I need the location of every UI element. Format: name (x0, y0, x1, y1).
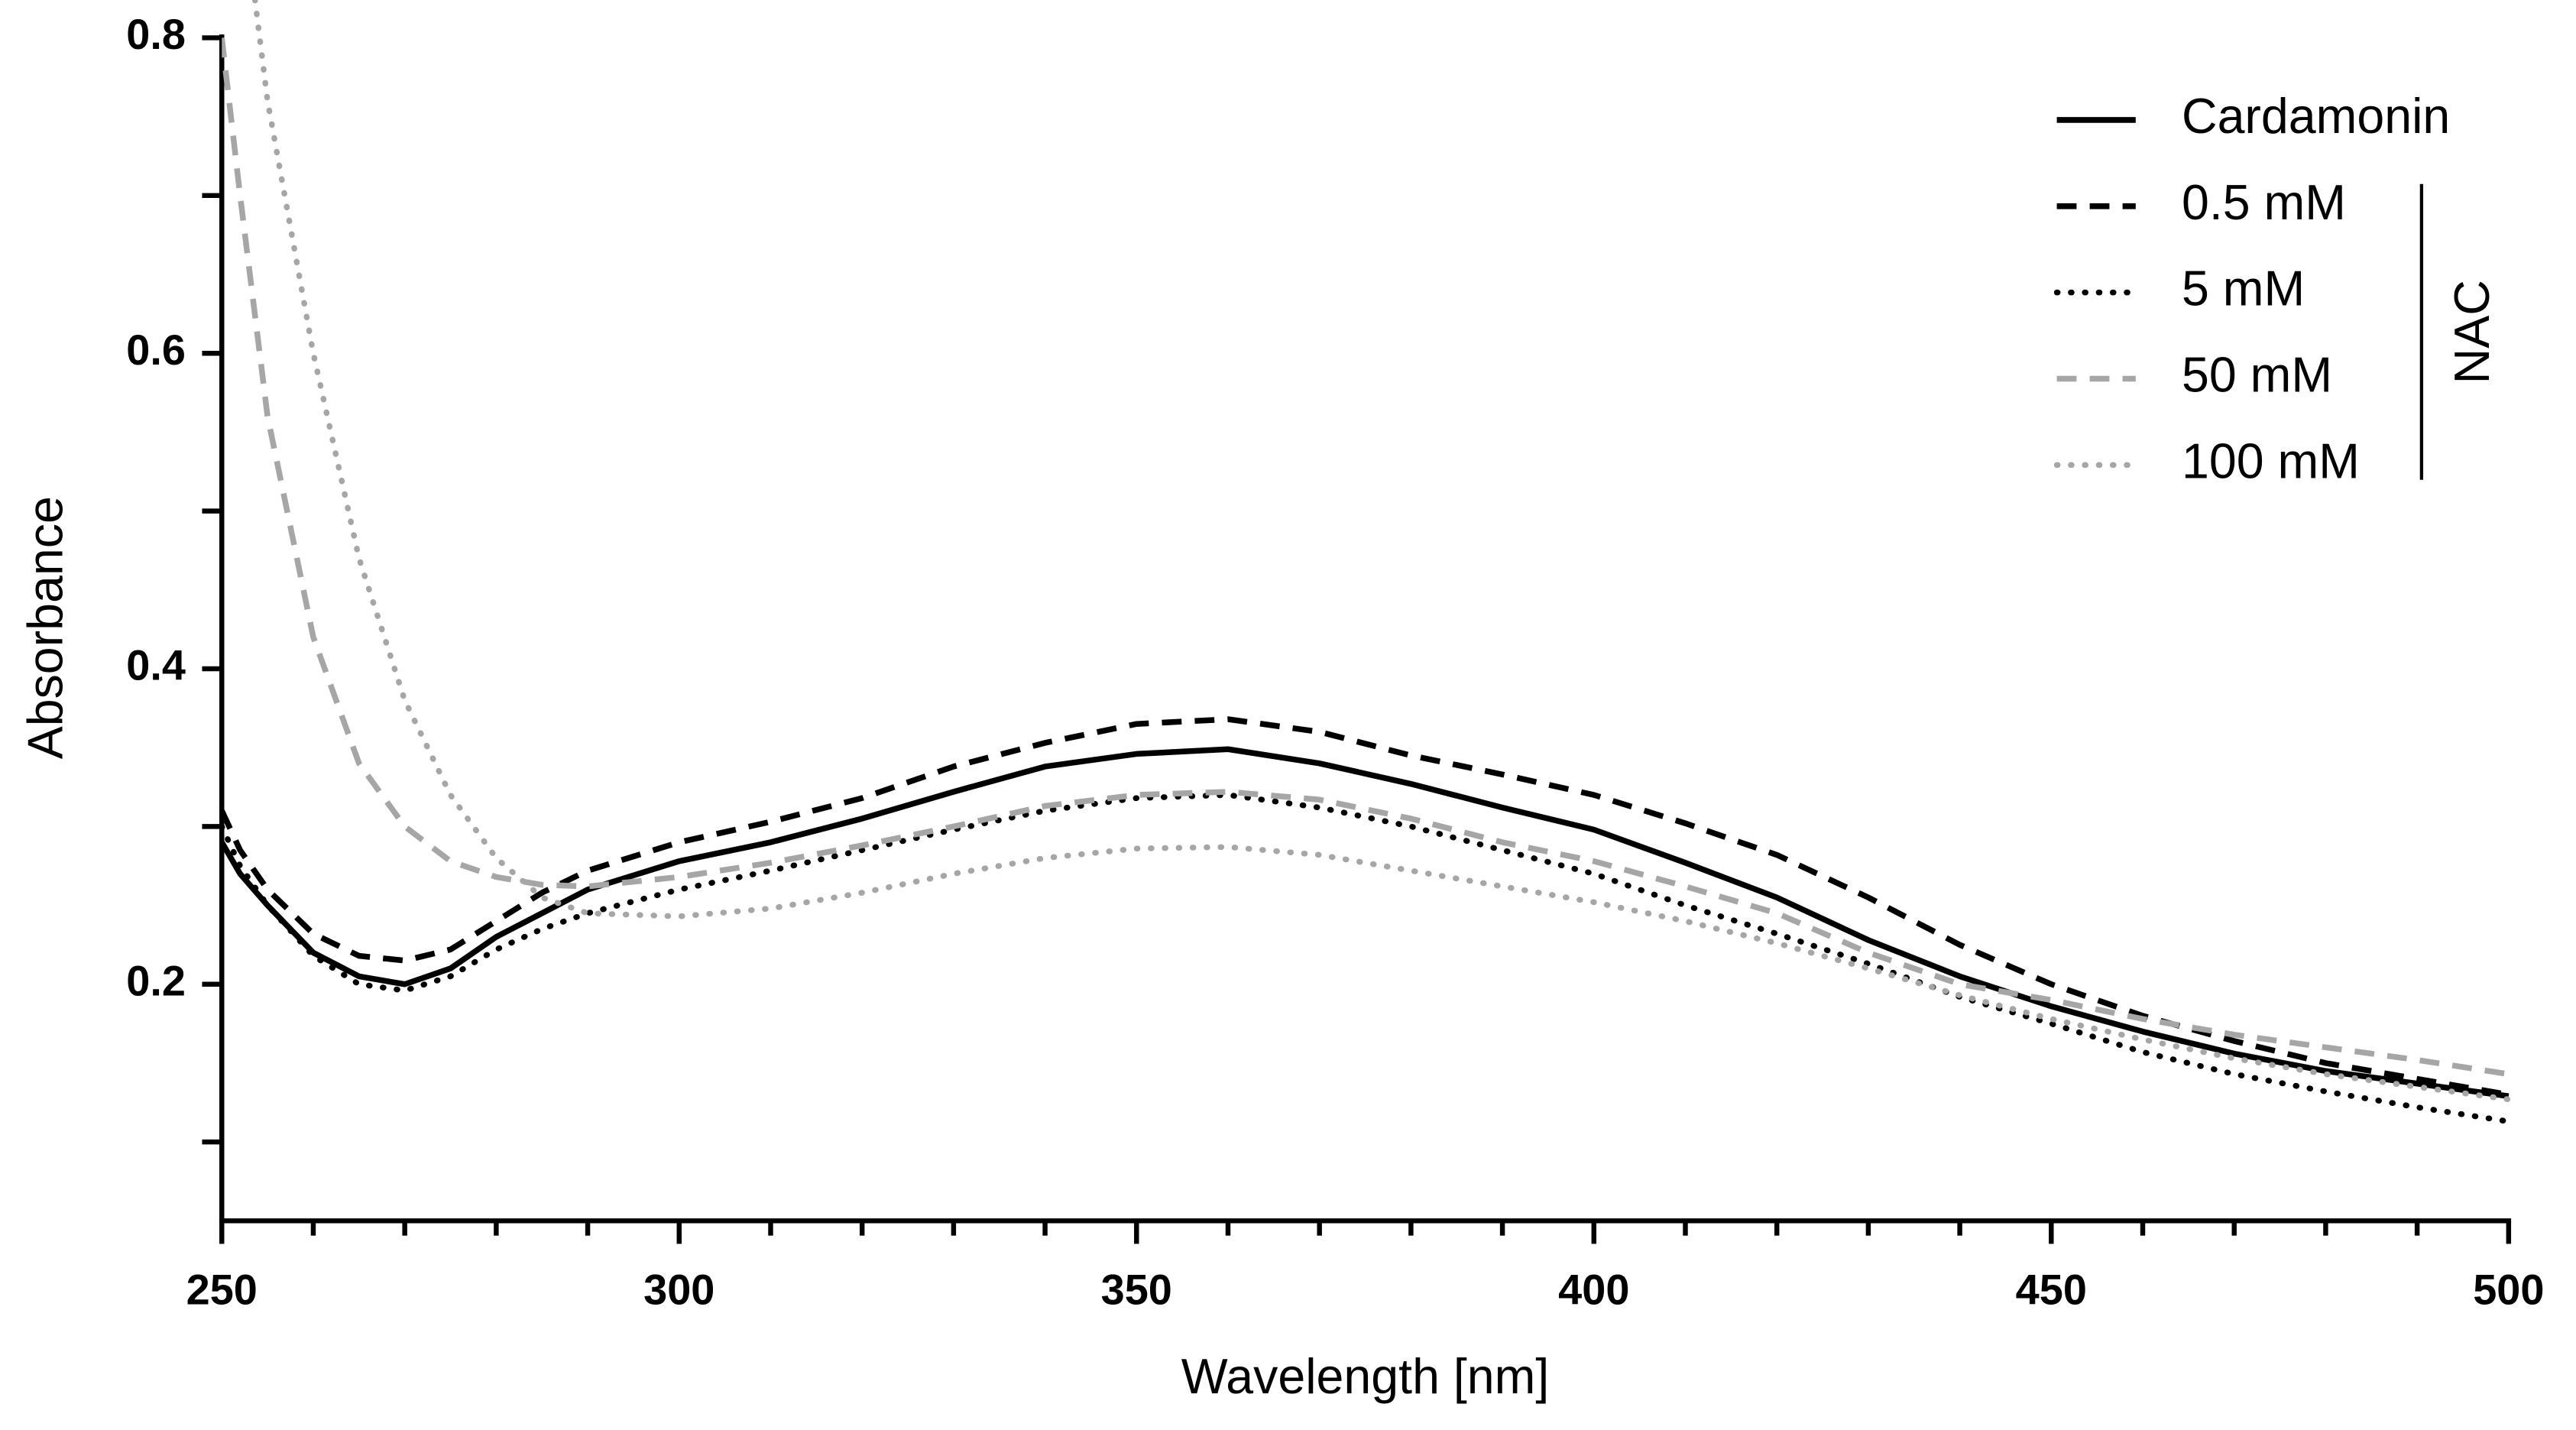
x-tick-label: 400 (1558, 1266, 1629, 1314)
legend-label: 5 mM (2182, 261, 2305, 316)
y-tick-label: 0.8 (126, 10, 186, 58)
legend-label: 50 mM (2182, 348, 2332, 403)
y-tick-label: 0.6 (126, 326, 186, 374)
legend-group-label: NAC (2445, 280, 2500, 384)
x-tick-label: 250 (186, 1266, 258, 1314)
y-axis-label: Absorbance (18, 496, 73, 759)
x-tick-label: 500 (2473, 1266, 2544, 1314)
legend-label: Cardamonin (2182, 89, 2450, 144)
legend-label: 0.5 mM (2182, 175, 2346, 230)
x-tick-label: 300 (643, 1266, 714, 1314)
x-tick-label: 350 (1101, 1266, 1172, 1314)
data-line (222, 37, 2510, 1078)
x-axis-label: Wavelength [nm] (1181, 1349, 1549, 1404)
data-line (222, 746, 2510, 1100)
y-tick-label: 0.2 (126, 957, 186, 1005)
data-line (251, 0, 2512, 1103)
x-tick-label: 450 (2016, 1266, 2087, 1314)
y-tick-label: 0.4 (126, 641, 186, 689)
legend-label: 100 mM (2182, 433, 2360, 488)
data-line (222, 716, 2510, 1098)
data-line (222, 792, 2512, 1125)
